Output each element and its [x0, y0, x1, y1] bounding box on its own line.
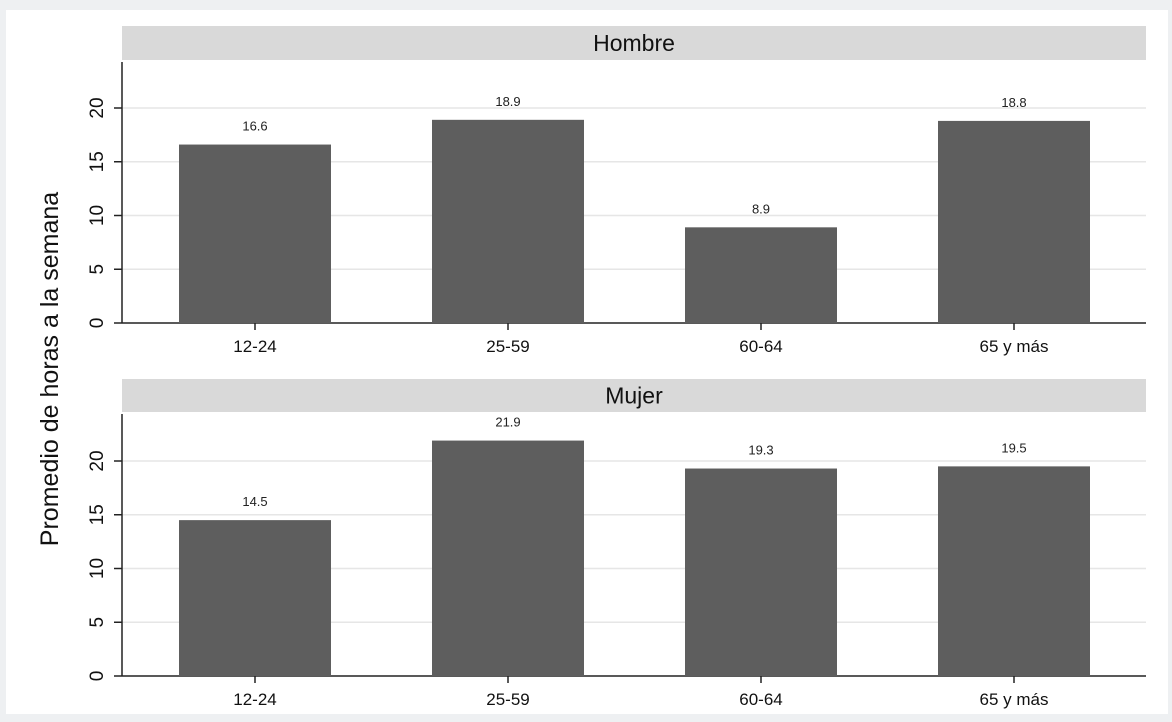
- bar-12-24: [179, 144, 331, 323]
- y-tick-label: 0: [87, 671, 108, 682]
- x-tick-label: 60-64: [739, 690, 782, 709]
- x-tick-label: 12-24: [233, 337, 276, 356]
- y-axis-label: Promedio de horas a la semana: [36, 192, 64, 546]
- bar-60-64: [685, 227, 837, 323]
- y-tick-label: 20: [87, 97, 108, 118]
- panel-hombre: Hombre 0 5 10 15 20 16.6 12-24 18.9 25-59 8.9 60-64…: [87, 26, 1146, 356]
- x-tick-label: 65 y más: [980, 690, 1049, 709]
- data-label: 16.6: [242, 119, 267, 134]
- y-tick-label: 20: [87, 450, 108, 471]
- bar-65-y-más: [938, 466, 1090, 676]
- y-tick-label: 5: [87, 264, 108, 275]
- bar-25-59: [432, 440, 584, 676]
- y-tick-label: 10: [87, 205, 108, 226]
- panel-mujer: Mujer 0 5 10 15 20 14.5 12-24 21.9 25-59 19.3 60-64…: [87, 379, 1146, 709]
- bar-60-64: [685, 468, 837, 676]
- bar-25-59: [432, 119, 584, 323]
- data-label: 18.9: [495, 94, 520, 109]
- x-tick-label: 65 y más: [980, 337, 1049, 356]
- data-label: 19.5: [1001, 440, 1026, 455]
- x-tick-label: 60-64: [739, 337, 782, 356]
- panel-header-strip: [122, 379, 1146, 412]
- data-label: 21.9: [495, 415, 520, 430]
- y-tick-label: 15: [87, 504, 108, 525]
- y-tick-label: 0: [87, 318, 108, 329]
- data-label: 14.5: [242, 494, 267, 509]
- y-tick-label: 15: [87, 151, 108, 172]
- x-tick-label: 12-24: [233, 690, 276, 709]
- bar-65-y-más: [938, 120, 1090, 324]
- panel-header-strip: [122, 26, 1146, 60]
- panel-title: Hombre: [593, 30, 675, 56]
- panels-layer: Hombre 0 5 10 15 20 16.6 12-24 18.9 25-59 8.9 60-64…: [87, 26, 1146, 709]
- data-label: 8.9: [752, 201, 770, 216]
- panel-title: Mujer: [605, 383, 663, 409]
- y-tick-label: 10: [87, 558, 108, 579]
- data-label: 19.3: [748, 443, 773, 458]
- bar-12-24: [179, 520, 331, 676]
- x-tick-label: 25-59: [486, 690, 529, 709]
- data-label: 18.8: [1001, 95, 1026, 110]
- y-tick-label: 5: [87, 617, 108, 628]
- x-tick-label: 25-59: [486, 337, 529, 356]
